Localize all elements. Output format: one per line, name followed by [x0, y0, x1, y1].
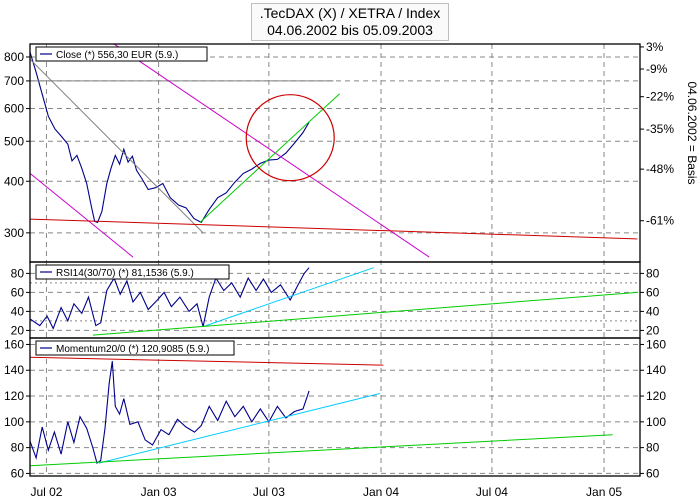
x-tick-label-4: Jul 04 [476, 485, 508, 499]
right-axis-label: 04.06.2002 = Basis [685, 81, 699, 184]
y-tick-label-right: 140 [646, 363, 666, 377]
y-tick-label-left: 60 [11, 285, 25, 299]
y-tick-label-right: 40 [646, 304, 660, 318]
x-tick-label-0: Jul 02 [30, 485, 62, 499]
momentum-legend-box [35, 340, 235, 356]
y-tick-label-right: 80 [646, 441, 660, 455]
y-tick-label-left: 40 [11, 304, 25, 318]
momentum-trend-line [98, 393, 380, 464]
y-tick-label-right: 20 [646, 323, 660, 337]
y-tick-label-right: -48% [646, 162, 674, 176]
y-tick-label-right: 100 [646, 415, 666, 429]
price-trend-line [30, 173, 134, 258]
price-legend-box [35, 46, 208, 62]
momentum-trend-line [30, 356, 384, 366]
rsi-legend-box [35, 264, 230, 280]
y-tick-label-left: 120 [4, 389, 24, 403]
y-tick-label-left: 700 [4, 74, 24, 88]
rsi-plot-area [30, 267, 640, 336]
chart-subtitle: 04.06.2002 bis 05.09.2003 [267, 22, 433, 38]
rsi-main-series [30, 267, 310, 330]
chart-title: .TecDAX (X) / XETRA / Index [259, 5, 441, 21]
momentum-legend-label: Momentum20/0 (*) 120,9085 (5.9.) [56, 344, 209, 355]
rsi-legend-label: RSI14(30/70) (*) 81,1536 (5.9.) [56, 268, 194, 279]
y-tick-label-left: 300 [4, 226, 24, 240]
y-tick-label-right: -9% [646, 62, 668, 76]
y-tick-label-left: 20 [11, 323, 25, 337]
y-tick-label-right: -22% [646, 90, 674, 104]
chart-title-box: .TecDAX (X) / XETRA / Index 04.06.2002 b… [0, 3, 700, 41]
price-trend-line [199, 93, 340, 223]
y-tick-label-left: 100 [4, 415, 24, 429]
y-tick-label-right: 60 [646, 285, 660, 299]
x-tick-label-1: Jan 03 [141, 485, 177, 499]
y-tick-label-right: -61% [646, 214, 674, 228]
y-tick-label-left: 60 [11, 466, 25, 480]
price-main-series [30, 51, 310, 224]
momentum-main-series [30, 361, 310, 465]
price-trend-line [30, 58, 204, 234]
price-trend-line [113, 44, 430, 258]
y-tick-label-right: 60 [646, 466, 660, 480]
y-tick-label-left: 80 [11, 441, 25, 455]
rsi-trend-line [202, 267, 374, 328]
rsi-trend-line [92, 291, 638, 336]
price-legend-label: Close (*) 556,30 EUR (5.9.) [56, 50, 178, 61]
title-frame: .TecDAX (X) / XETRA / Index 04.06.2002 b… [250, 3, 450, 41]
price-trend-line [30, 218, 638, 240]
y-tick-label-right: -35% [646, 122, 674, 136]
y-tick-label-left: 160 [4, 337, 24, 351]
momentum-panel-frame [29, 337, 641, 477]
price-plot-area [30, 44, 638, 258]
y-tick-label-right: 80 [646, 266, 660, 280]
momentum-plot-area [30, 356, 613, 467]
momentum-trend-line [30, 434, 613, 467]
y-tick-label-left: 400 [4, 174, 24, 188]
y-tick-label-left: 500 [4, 134, 24, 148]
y-tick-label-left: 80 [11, 266, 25, 280]
y-tick-label-left: 140 [4, 363, 24, 377]
y-tick-label-right: 120 [646, 389, 666, 403]
highlight-circle [245, 94, 335, 182]
x-tick-label-3: Jan 04 [363, 485, 399, 499]
y-tick-label-right: 3% [646, 40, 664, 54]
y-tick-label-left: 800 [4, 50, 24, 64]
y-tick-label-right: 160 [646, 337, 666, 351]
x-tick-label-5: Jan 05 [586, 485, 622, 499]
y-tick-label-left: 600 [4, 102, 24, 116]
x-tick-label-2: Jul 03 [253, 485, 285, 499]
